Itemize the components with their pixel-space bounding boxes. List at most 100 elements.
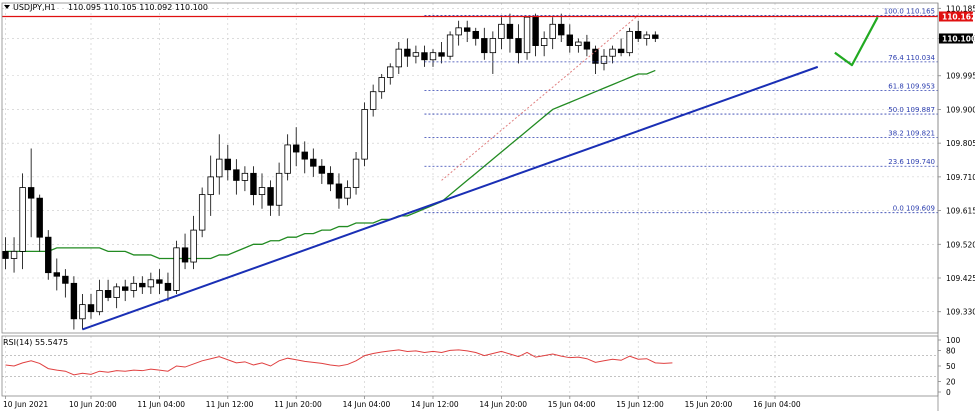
candle[interactable] [147,272,155,294]
candle[interactable] [361,102,368,167]
candle[interactable] [438,42,445,64]
candle[interactable] [19,173,26,270]
candle[interactable] [190,215,197,270]
candle[interactable] [113,283,120,309]
candle[interactable] [36,194,43,252]
symbol-menu-icon[interactable] [4,5,10,9]
candle[interactable] [532,13,539,57]
candle[interactable] [652,31,659,43]
candle[interactable] [515,24,522,64]
candle-body [455,27,462,36]
candle[interactable] [626,27,633,57]
candle[interactable] [156,269,163,294]
candle[interactable] [181,233,189,270]
candle[interactable] [70,276,78,330]
candle[interactable] [378,73,385,99]
candle[interactable] [198,187,206,238]
candle[interactable] [635,20,642,43]
fib-level-label: 38.2 109.821 [888,129,935,137]
candle[interactable] [421,45,428,67]
candle[interactable] [472,27,479,46]
candle[interactable] [173,240,180,294]
candle[interactable] [104,279,112,302]
candle-body [600,55,608,64]
candle[interactable] [10,237,18,273]
candle[interactable] [429,49,437,67]
candle[interactable] [27,148,35,238]
candle[interactable] [310,148,317,177]
candle[interactable] [352,152,360,195]
candle[interactable] [558,13,565,43]
candle-body [19,187,26,252]
candle[interactable] [216,134,223,195]
candle[interactable] [335,173,343,209]
candle-body [549,23,556,39]
candle[interactable] [292,127,300,167]
candle[interactable] [301,141,308,174]
candle-body [10,250,18,259]
candle[interactable] [53,258,60,291]
price-tick-label: 109.330 [946,308,975,317]
candle[interactable] [600,49,608,71]
time-tick-label: 16 Jun 04:00 [753,400,801,409]
candle[interactable] [2,237,9,270]
candle[interactable] [96,279,103,316]
candle[interactable] [489,31,497,74]
candle[interactable] [446,31,454,60]
candle[interactable] [164,272,172,302]
candle-body [164,282,172,291]
candle[interactable] [327,166,334,192]
main-grid [2,3,938,333]
candle[interactable] [481,27,488,60]
candle[interactable] [643,31,650,46]
candle[interactable] [233,159,240,195]
candle[interactable] [395,42,402,74]
candle[interactable] [617,38,625,57]
candle[interactable] [241,166,249,192]
candle[interactable] [62,269,69,298]
candle[interactable] [267,180,274,216]
overlay-layer [2,15,938,331]
candle[interactable] [130,276,137,298]
candle[interactable] [583,34,591,57]
candle[interactable] [79,293,86,330]
candle[interactable] [275,162,283,216]
candle-body [36,197,43,238]
candle[interactable] [87,293,95,319]
candle[interactable] [506,13,514,53]
candle[interactable] [498,17,505,50]
fib-level-label: 61.8 109.953 [888,83,935,91]
candle[interactable] [139,276,146,294]
candle[interactable] [404,38,411,67]
candle[interactable] [207,155,214,216]
candle[interactable] [592,45,599,74]
candle[interactable] [566,24,573,53]
candle-body [2,250,9,259]
candle-body [156,279,163,284]
candle[interactable] [455,20,462,46]
candle[interactable] [523,16,531,60]
candle[interactable] [122,279,129,302]
candle[interactable] [284,134,291,181]
price-tick-label: 110.185 [946,4,975,13]
candle[interactable] [387,63,394,85]
candle[interactable] [224,144,231,181]
candle[interactable] [369,84,377,117]
candle[interactable] [463,20,471,43]
candle[interactable] [318,159,326,184]
candle-body [515,38,522,54]
candle[interactable] [258,173,266,209]
candle[interactable] [412,45,420,64]
candle-body [147,279,155,288]
candle[interactable] [540,31,548,57]
candle[interactable] [549,17,556,50]
candle[interactable] [250,166,257,206]
candles-layer[interactable] [2,13,659,330]
candle[interactable] [575,38,582,53]
candle[interactable] [344,180,351,206]
candle[interactable] [609,45,616,64]
rsi-panel-frame [1,335,939,397]
moving-average-layer [5,69,656,260]
candle[interactable] [45,230,52,280]
